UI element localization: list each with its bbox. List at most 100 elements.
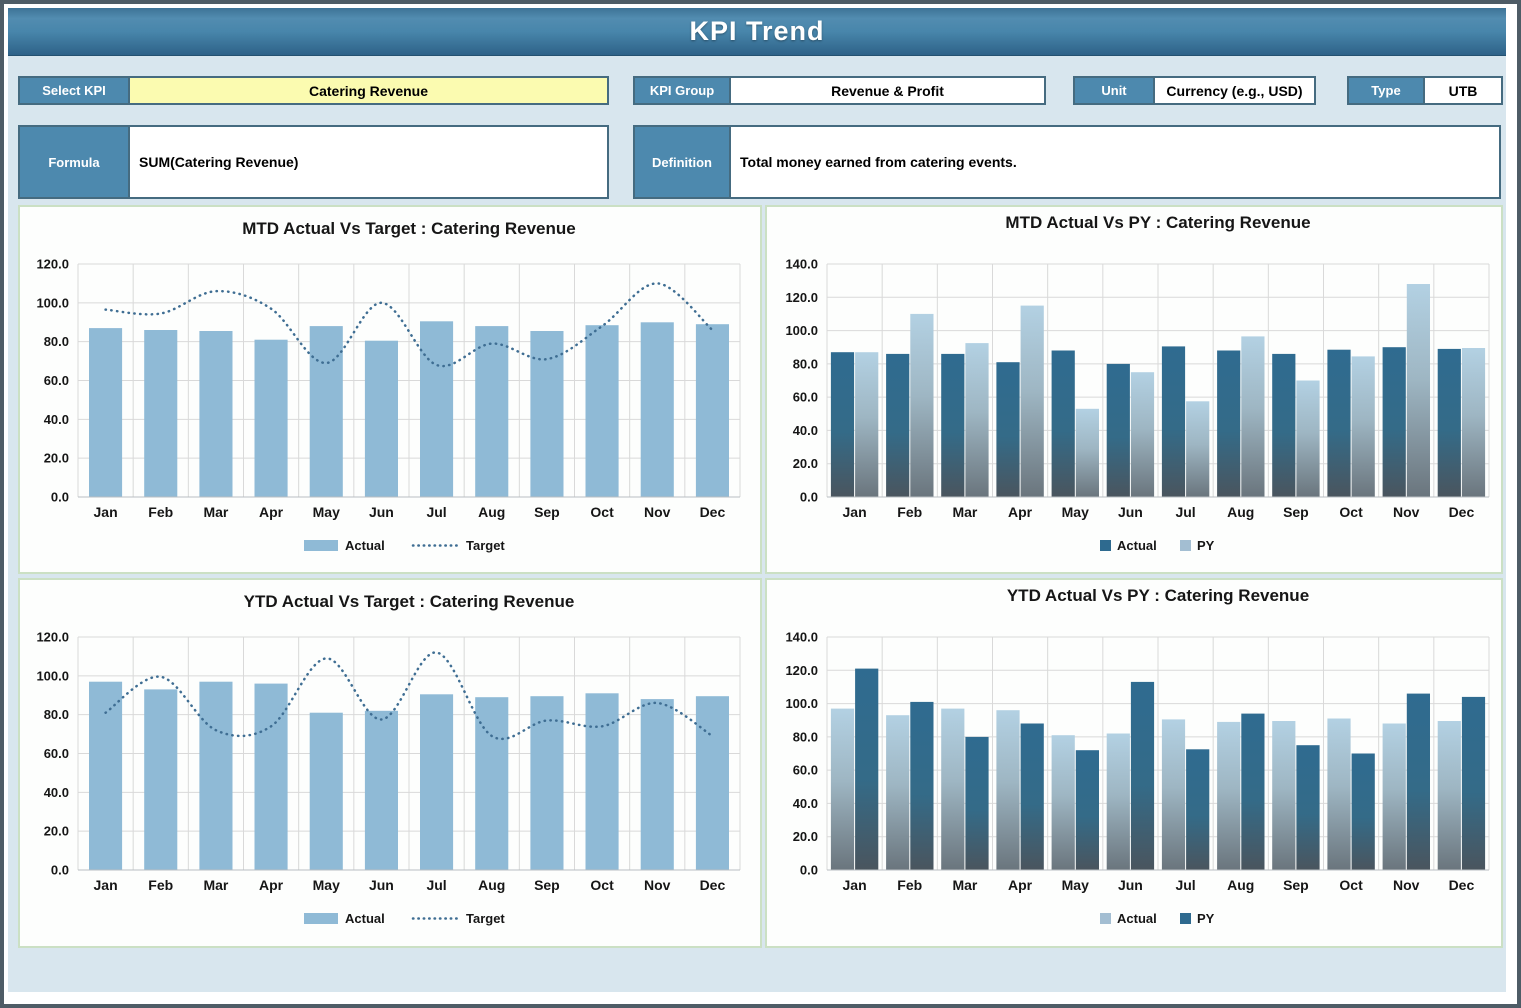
- svg-text:Sep: Sep: [1283, 877, 1309, 893]
- svg-text:Jan: Jan: [843, 504, 867, 520]
- svg-text:Sep: Sep: [534, 877, 560, 893]
- svg-text:Oct: Oct: [1339, 504, 1363, 520]
- svg-text:Jun: Jun: [369, 877, 394, 893]
- mtd-actual-vs-py-chart: MTD Actual Vs PY : Catering Revenue 0.0 20…: [785, 213, 1490, 553]
- svg-text:60.0: 60.0: [793, 763, 818, 778]
- svg-text:MTD Actual Vs PY : Catering Re: MTD Actual Vs PY : Catering Revenue: [1005, 213, 1310, 232]
- svg-text:Apr: Apr: [1008, 877, 1033, 893]
- unit-label: Unit: [1075, 78, 1155, 103]
- app-header: KPI Trend: [8, 8, 1506, 56]
- svg-text:Jun: Jun: [1118, 877, 1143, 893]
- unit-control: Unit Currency (e.g., USD): [1073, 76, 1316, 105]
- kpi-group-value: Revenue & Profit: [731, 78, 1044, 103]
- svg-text:Sep: Sep: [534, 504, 560, 520]
- svg-text:100.0: 100.0: [785, 696, 818, 711]
- svg-text:Jun: Jun: [1118, 504, 1143, 520]
- svg-text:60.0: 60.0: [793, 390, 818, 405]
- svg-text:Target: Target: [466, 538, 505, 553]
- svg-text:Actual: Actual: [345, 911, 385, 926]
- select-kpi-label: Select KPI: [20, 78, 130, 103]
- svg-text:May: May: [313, 504, 340, 520]
- svg-text:May: May: [1062, 877, 1089, 893]
- panel-ytd-actual-vs-target: YTD Actual Vs Target : Catering Revenue 0…: [18, 578, 762, 948]
- svg-text:Mar: Mar: [952, 504, 977, 520]
- select-kpi-value[interactable]: Catering Revenue: [130, 78, 607, 103]
- svg-text:80.0: 80.0: [793, 729, 818, 744]
- kpi-group-label: KPI Group: [635, 78, 731, 103]
- svg-text:YTD Actual Vs PY : Catering Re: YTD Actual Vs PY : Catering Revenue: [1007, 586, 1309, 605]
- svg-text:Aug: Aug: [478, 877, 505, 893]
- svg-text:120.0: 120.0: [785, 663, 818, 678]
- svg-text:40.0: 40.0: [793, 423, 818, 438]
- svg-text:20.0: 20.0: [793, 829, 818, 844]
- svg-text:140.0: 140.0: [785, 630, 818, 645]
- svg-text:PY: PY: [1197, 538, 1215, 553]
- svg-text:120.0: 120.0: [785, 290, 818, 305]
- svg-text:80.0: 80.0: [44, 334, 69, 349]
- svg-text:Jan: Jan: [843, 877, 867, 893]
- formula-label: Formula: [20, 127, 130, 197]
- svg-text:Target: Target: [466, 911, 505, 926]
- svg-text:40.0: 40.0: [44, 785, 69, 800]
- svg-text:100.0: 100.0: [36, 668, 69, 683]
- svg-text:120.0: 120.0: [36, 630, 69, 645]
- mtd-actual-vs-target-chart: MTD Actual Vs Target : Catering Revenue 0…: [36, 219, 741, 553]
- svg-text:60.0: 60.0: [44, 746, 69, 761]
- svg-text:May: May: [313, 877, 340, 893]
- svg-text:Actual: Actual: [345, 538, 385, 553]
- svg-text:100.0: 100.0: [36, 295, 69, 310]
- svg-text:MTD Actual Vs Target : Caterin: MTD Actual Vs Target : Catering Revenue: [242, 219, 575, 238]
- unit-value: Currency (e.g., USD): [1155, 78, 1314, 103]
- svg-text:Jul: Jul: [1175, 504, 1195, 520]
- svg-text:Nov: Nov: [644, 877, 671, 893]
- type-control: Type UTB: [1347, 76, 1503, 105]
- svg-text:Feb: Feb: [897, 877, 922, 893]
- svg-text:20.0: 20.0: [44, 451, 69, 466]
- svg-text:40.0: 40.0: [793, 796, 818, 811]
- svg-text:Jul: Jul: [426, 877, 446, 893]
- dashboard-board: KPI Trend Select KPI Catering Revenue KP…: [8, 8, 1506, 992]
- svg-text:Apr: Apr: [259, 504, 284, 520]
- svg-text:Dec: Dec: [1449, 877, 1475, 893]
- svg-text:40.0: 40.0: [44, 412, 69, 427]
- svg-text:140.0: 140.0: [785, 257, 818, 272]
- svg-text:Mar: Mar: [952, 877, 977, 893]
- svg-text:Jul: Jul: [426, 504, 446, 520]
- svg-text:PY: PY: [1197, 911, 1215, 926]
- svg-text:Dec: Dec: [700, 504, 726, 520]
- svg-text:Jun: Jun: [369, 504, 394, 520]
- svg-text:Nov: Nov: [644, 504, 671, 520]
- svg-text:Oct: Oct: [1339, 877, 1363, 893]
- panel-ytd-actual-vs-py: YTD Actual Vs PY : Catering Revenue 0.0 20…: [765, 578, 1503, 948]
- svg-text:Dec: Dec: [700, 877, 726, 893]
- svg-text:Sep: Sep: [1283, 504, 1309, 520]
- svg-text:Actual: Actual: [1117, 911, 1157, 926]
- svg-text:0.0: 0.0: [51, 490, 69, 505]
- select-kpi-control: Select KPI Catering Revenue: [18, 76, 609, 105]
- svg-text:Mar: Mar: [203, 877, 228, 893]
- svg-text:YTD Actual Vs Target : Caterin: YTD Actual Vs Target : Catering Revenue: [244, 592, 575, 611]
- svg-text:Apr: Apr: [259, 877, 284, 893]
- svg-text:Nov: Nov: [1393, 504, 1420, 520]
- svg-text:0.0: 0.0: [800, 490, 818, 505]
- svg-text:Nov: Nov: [1393, 877, 1420, 893]
- svg-text:0.0: 0.0: [51, 863, 69, 878]
- type-label: Type: [1349, 78, 1425, 103]
- svg-text:Actual: Actual: [1117, 538, 1157, 553]
- panel-mtd-actual-vs-py: MTD Actual Vs PY : Catering Revenue 0.0 20…: [765, 205, 1503, 574]
- type-value: UTB: [1425, 78, 1501, 103]
- svg-text:Aug: Aug: [1227, 504, 1254, 520]
- formula-control: Formula SUM(Catering Revenue): [18, 125, 609, 199]
- svg-text:Feb: Feb: [148, 877, 173, 893]
- svg-text:0.0: 0.0: [800, 863, 818, 878]
- svg-text:Mar: Mar: [203, 504, 228, 520]
- svg-text:20.0: 20.0: [793, 456, 818, 471]
- definition-control: Definition Total money earned from cater…: [633, 125, 1501, 199]
- svg-text:Aug: Aug: [478, 504, 505, 520]
- definition-value: Total money earned from catering events.: [731, 127, 1499, 197]
- svg-text:May: May: [1062, 504, 1089, 520]
- svg-text:60.0: 60.0: [44, 373, 69, 388]
- svg-text:Dec: Dec: [1449, 504, 1475, 520]
- svg-text:Feb: Feb: [148, 504, 173, 520]
